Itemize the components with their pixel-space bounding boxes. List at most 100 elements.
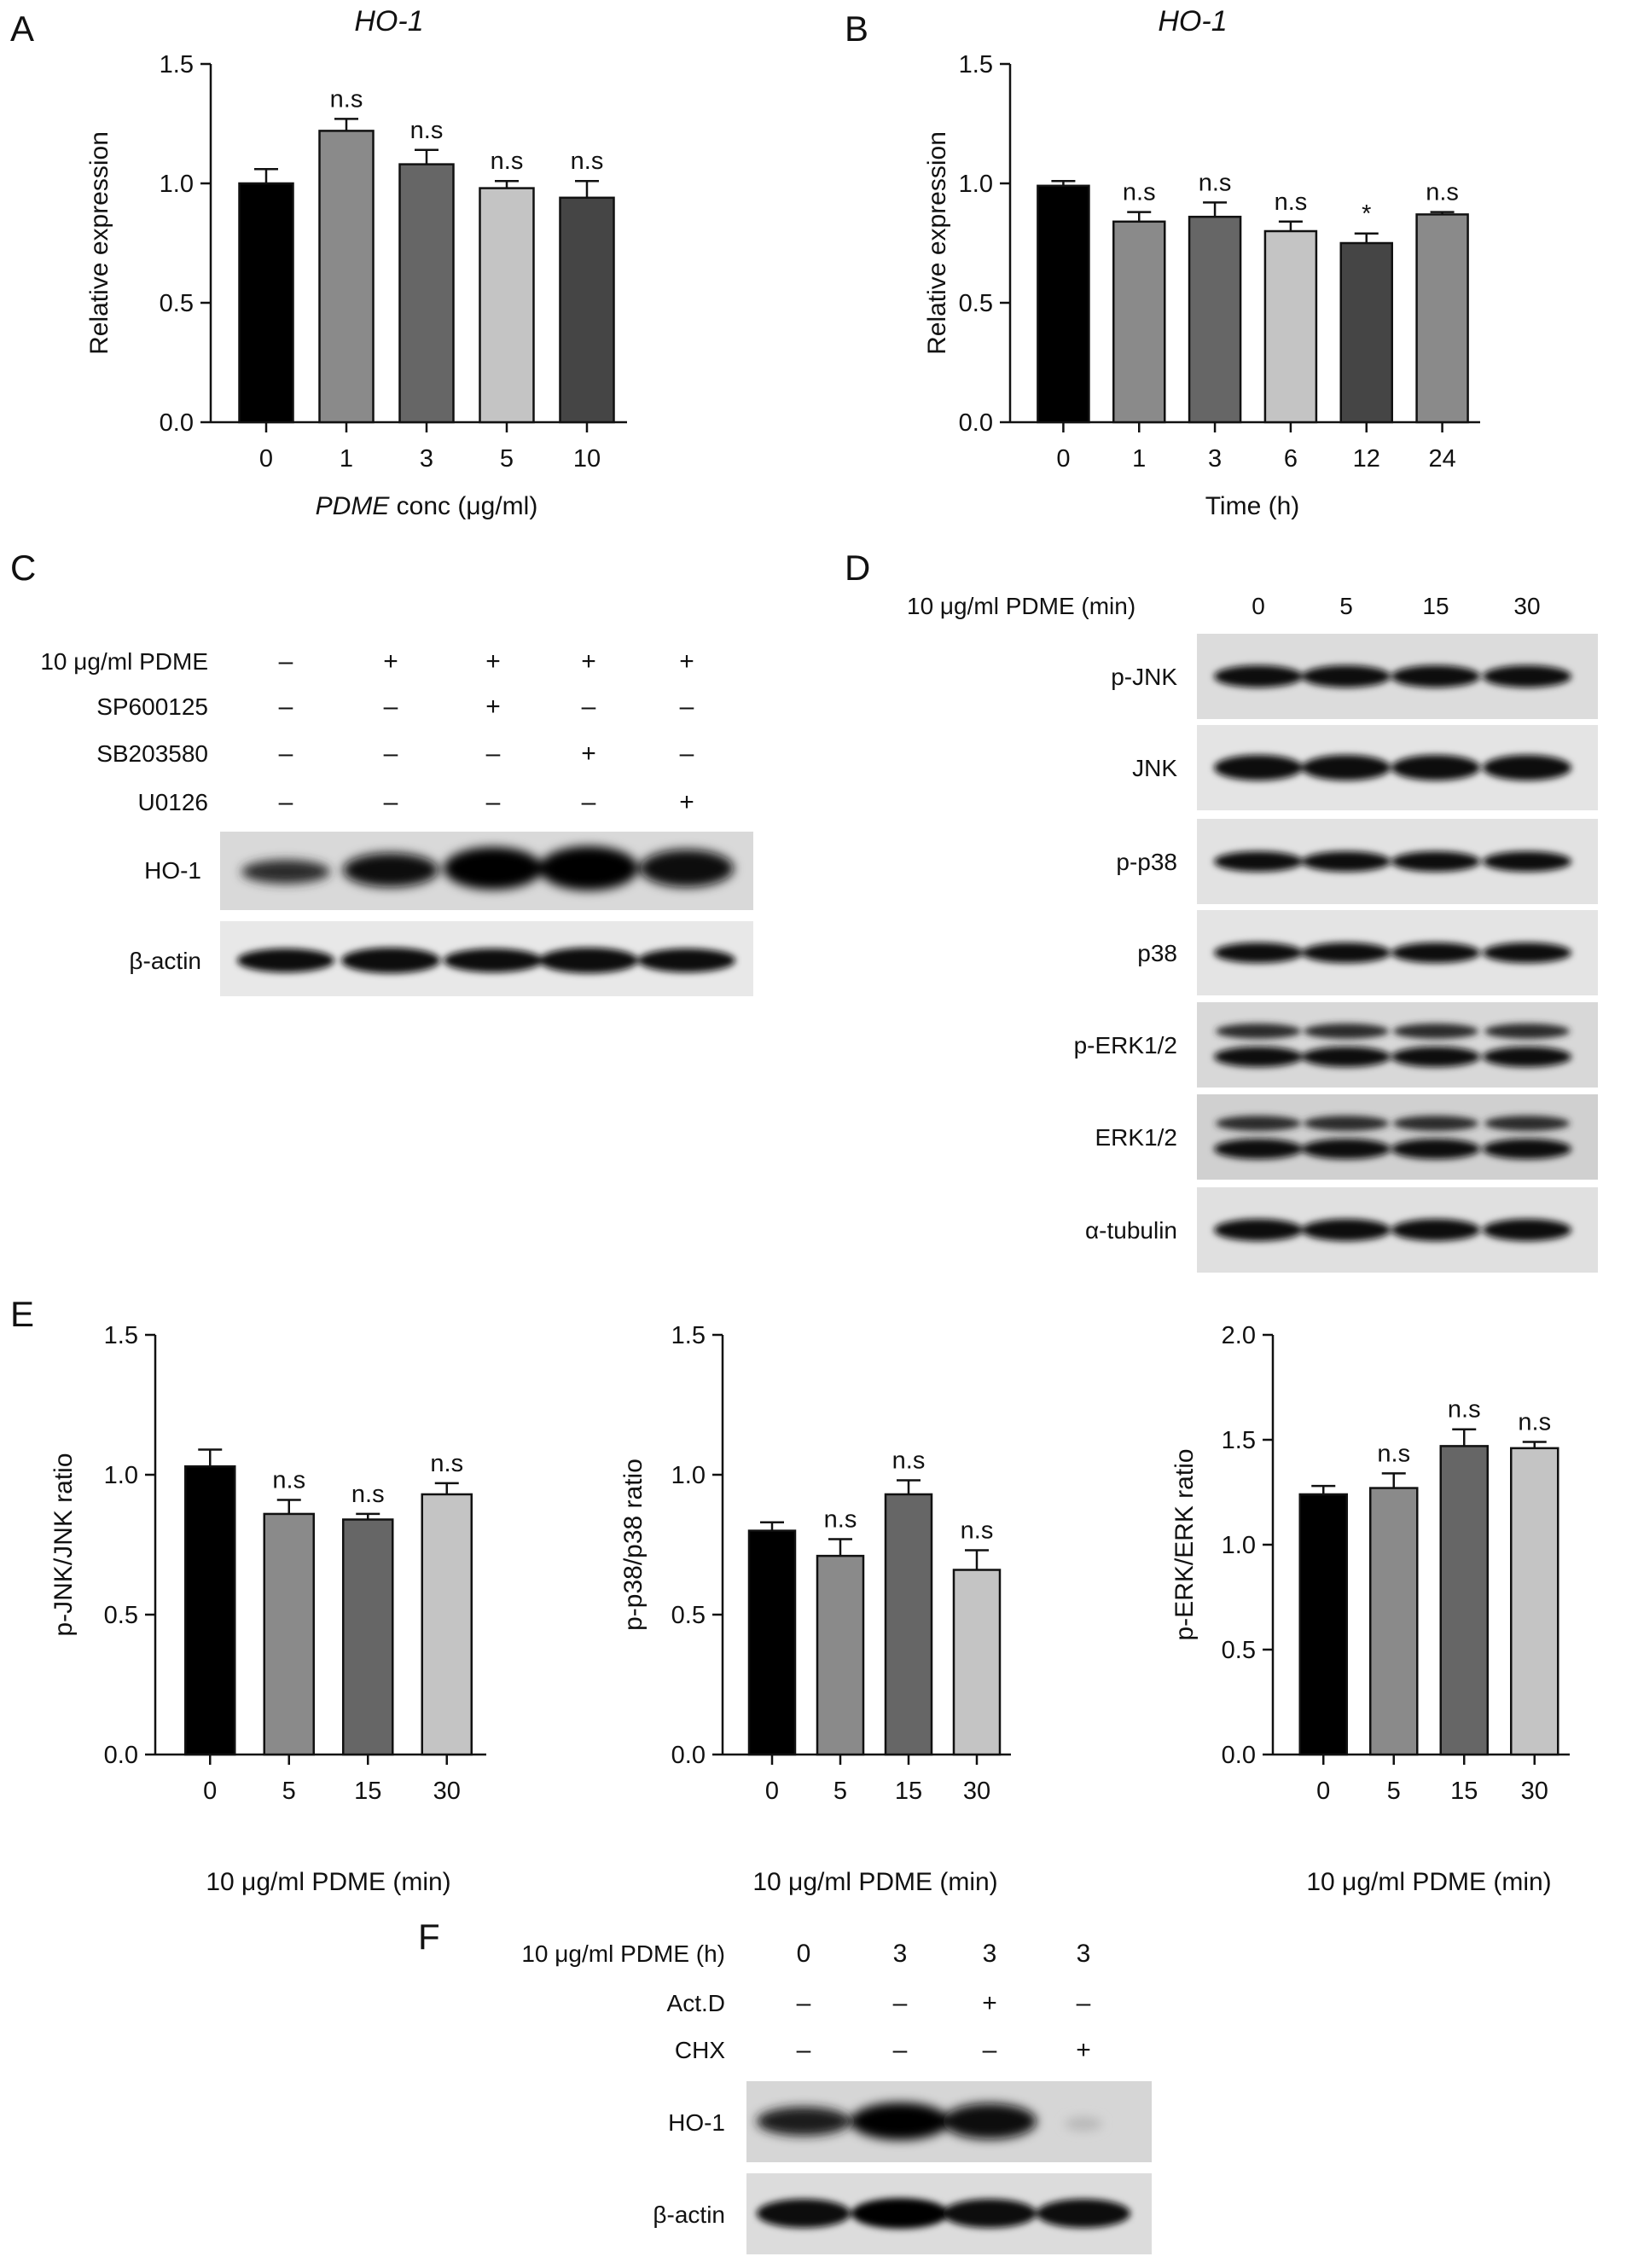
blot-d-blot-label: p-JNK bbox=[1111, 664, 1177, 690]
blot-f-bands-actin bbox=[757, 2198, 1130, 2229]
blot-d-band bbox=[1483, 1139, 1571, 1159]
blot-c-bands-ho1 bbox=[241, 846, 734, 890]
blot-d-band bbox=[1302, 1219, 1391, 1241]
blot-c-sign: – bbox=[384, 788, 398, 816]
blot-d-band bbox=[1391, 851, 1480, 872]
chart-a-xtick-label: 0 bbox=[259, 445, 273, 473]
blot-d-bands bbox=[1214, 1024, 1571, 1067]
blot-d-band bbox=[1302, 1047, 1391, 1067]
chart-b-bar bbox=[1188, 215, 1242, 424]
chart-e2-significance-label: n.s bbox=[961, 1517, 994, 1545]
blot-f-blot-label: β-actin bbox=[653, 2201, 725, 2228]
blot-d-bands bbox=[1214, 755, 1571, 780]
chart-e2-significance-label: n.s bbox=[892, 1447, 926, 1475]
blot-c-sign: + bbox=[485, 693, 501, 721]
blot-c-blot-label: HO-1 bbox=[144, 857, 201, 884]
chart-e2-ylabel: p-p38/p38 ratio bbox=[619, 1459, 648, 1631]
blot-d-bands bbox=[1214, 1219, 1571, 1241]
blot-c-sign: – bbox=[680, 693, 694, 721]
chart-e3-xlabel: 10 μg/ml PDME (min) bbox=[1306, 1868, 1551, 1896]
chart-a-xlabel: PDME conc (μg/ml) bbox=[316, 492, 538, 520]
chart-b-significance-label: * bbox=[1362, 200, 1371, 228]
chart-b-ylabel: Relative expression bbox=[923, 131, 951, 355]
blot-d-band bbox=[1304, 1116, 1389, 1131]
chart-a-ytick-label: 0.5 bbox=[160, 290, 194, 317]
panel-letter-b: B bbox=[845, 9, 868, 49]
blot-f: 10 μg/ml PDME (h) Act.D CHX 0 3 3 3 – – + – – – – + H… bbox=[521, 1940, 1152, 2254]
chart-e1-xtick-label: 5 bbox=[282, 1778, 296, 1805]
panel-letter-c: C bbox=[10, 548, 36, 588]
blot-d-band bbox=[1216, 1116, 1301, 1131]
blot-d-lane-label: 0 bbox=[1252, 593, 1265, 619]
blot-c-sign: + bbox=[581, 647, 596, 676]
chart-e1-ytick-label: 1.5 bbox=[104, 1322, 138, 1349]
chart-e1: p-JNK/JNK ratio 10 μg/ml PDME (min) 0.0 0… bbox=[49, 1322, 486, 1896]
blot-d-lane-label: 30 bbox=[1513, 593, 1540, 619]
chart-e1-significance-label: n.s bbox=[272, 1467, 305, 1494]
blot-d-band bbox=[1484, 1116, 1570, 1131]
chart-b-bar bbox=[1037, 184, 1090, 424]
blot-f-sign: + bbox=[982, 1989, 997, 2017]
chart-a-bar bbox=[398, 163, 455, 424]
blot-c-sign: + bbox=[383, 647, 398, 676]
chart-e1-ytick-label: 1.0 bbox=[104, 1462, 138, 1489]
chart-e3-xtick-label: 0 bbox=[1316, 1778, 1330, 1805]
panel-letter-a: A bbox=[10, 9, 34, 49]
blot-c-row-label: 10 μg/ml PDME bbox=[40, 648, 208, 675]
blot-c-sign: – bbox=[279, 788, 293, 816]
chart-a-bar bbox=[318, 130, 375, 424]
blot-f-row-label: CHX bbox=[675, 2037, 725, 2063]
chart-a-significance-label: n.s bbox=[491, 148, 524, 175]
chart-e3-significance-label: n.s bbox=[1448, 1396, 1481, 1424]
chart-e3-bar bbox=[1369, 1487, 1419, 1756]
blot-f-sign: + bbox=[1076, 2036, 1091, 2064]
blot-f-row-label: Act.D bbox=[667, 1990, 725, 2016]
blot-d-band bbox=[1302, 755, 1391, 780]
blot-f-blot-label: HO-1 bbox=[668, 2109, 725, 2136]
blot-f-sign: – bbox=[893, 1989, 908, 2017]
chart-e1-bar bbox=[184, 1465, 236, 1756]
blot-d-band bbox=[1216, 1024, 1301, 1039]
blot-f-sign: 3 bbox=[1077, 1940, 1091, 1968]
blot-f-row-label: 10 μg/ml PDME (h) bbox=[521, 1940, 725, 1967]
chart-e2-ytick-label: 0.0 bbox=[671, 1742, 706, 1769]
blot-d-blot-label: p-p38 bbox=[1116, 849, 1177, 875]
blot-d: 10 μg/ml PDME (min) 0 5 15 30 p-JNK JNK p-p38… bbox=[907, 593, 1598, 1273]
blot-c: 10 μg/ml PDME SP600125 SB203580 U0126 – + + + +… bbox=[40, 647, 753, 996]
chart-e2-xlabel: 10 μg/ml PDME (min) bbox=[752, 1868, 997, 1896]
blot-d-band bbox=[1483, 851, 1571, 872]
blot-d-band bbox=[1304, 1024, 1389, 1039]
blot-d-band bbox=[1391, 1219, 1480, 1241]
blot-d-band bbox=[1214, 1219, 1303, 1241]
chart-a-title: HO-1 bbox=[354, 5, 423, 38]
blot-c-sign: + bbox=[485, 647, 501, 676]
chart-e1-bar bbox=[342, 1518, 394, 1756]
chart-b-significance-label: n.s bbox=[1426, 179, 1459, 206]
blot-c-sign: – bbox=[582, 693, 596, 721]
blot-c-sign: + bbox=[679, 647, 694, 676]
chart-e3-bar bbox=[1510, 1447, 1559, 1756]
chart-b-significance-label: n.s bbox=[1123, 179, 1156, 206]
chart-b-bar bbox=[1263, 229, 1318, 424]
blot-d-bands bbox=[1214, 1116, 1571, 1159]
chart-a-xtick-label: 1 bbox=[340, 445, 353, 473]
blot-d-band bbox=[1302, 1139, 1391, 1159]
chart-a-bar bbox=[238, 182, 294, 424]
blot-d-header-label: 10 μg/ml PDME (min) bbox=[907, 593, 1135, 619]
blot-c-bands-actin bbox=[237, 948, 735, 973]
blot-f-sign: 3 bbox=[983, 1940, 997, 1968]
chart-e1-xtick-label: 30 bbox=[433, 1778, 461, 1805]
chart-e3-ytick-label: 1.0 bbox=[1222, 1532, 1256, 1559]
chart-e1-xtick-label: 0 bbox=[203, 1778, 217, 1805]
chart-a-significance-label: n.s bbox=[330, 85, 363, 113]
chart-e1-bar bbox=[263, 1512, 315, 1756]
blot-d-band bbox=[1391, 943, 1480, 963]
blot-d-band bbox=[1302, 665, 1391, 687]
panel-letter-d: D bbox=[845, 548, 870, 588]
blot-c-sign: + bbox=[581, 740, 596, 768]
chart-b-xtick-label: 1 bbox=[1132, 445, 1146, 473]
blot-d-band bbox=[1483, 755, 1571, 780]
chart-a-significance-label: n.s bbox=[410, 117, 444, 144]
chart-e2-ytick-label: 1.0 bbox=[671, 1462, 706, 1489]
chart-b-ytick-label: 0.5 bbox=[959, 290, 993, 317]
